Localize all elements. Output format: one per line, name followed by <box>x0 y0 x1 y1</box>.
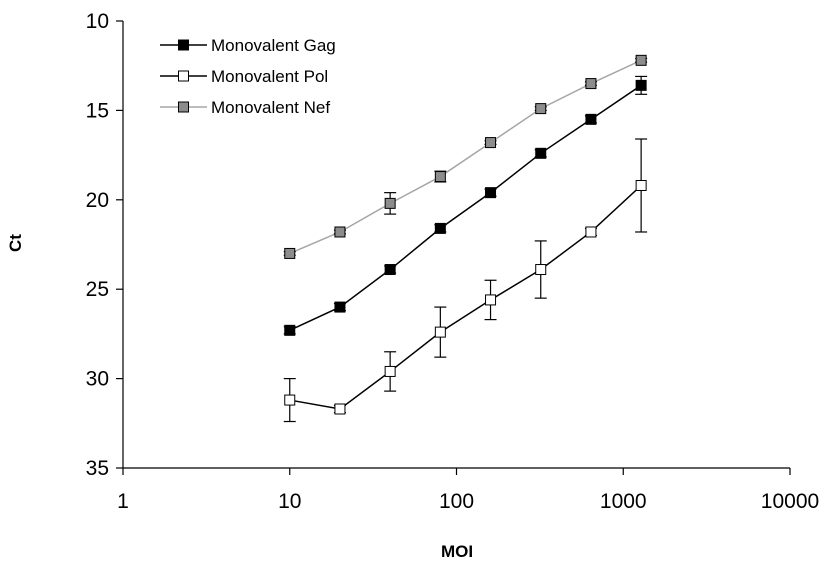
data-point <box>635 54 647 66</box>
data-point <box>535 147 547 159</box>
data-point <box>635 179 647 191</box>
axes <box>122 21 790 469</box>
series-monovalent-nef <box>283 54 648 259</box>
data-point <box>585 78 597 90</box>
legend-item: Monovalent Gag <box>160 36 336 55</box>
plot-area <box>283 54 648 423</box>
legend-item: Monovalent Nef <box>160 98 330 117</box>
data-point <box>334 226 346 238</box>
data-point <box>384 197 396 209</box>
data-point <box>284 324 296 336</box>
legend-swatch-marker <box>178 101 189 113</box>
x-ticks: 1 10 100 1000 10000 <box>117 468 819 513</box>
x-tick-label: 10000 <box>761 490 819 513</box>
data-point <box>384 365 396 377</box>
legend-swatch-marker <box>178 39 189 51</box>
x-tick-label: 10 <box>278 490 301 513</box>
x-axis-title: MOI <box>441 542 473 561</box>
data-point <box>535 264 547 276</box>
series-line <box>289 84 642 332</box>
data-point <box>485 137 497 149</box>
legend-swatch-marker <box>178 70 189 82</box>
y-tick-label: 35 <box>86 457 109 480</box>
legend-label: Monovalent Pol <box>211 67 328 86</box>
data-point <box>434 326 446 338</box>
x-tick-label: 100 <box>439 490 474 513</box>
legend-label: Monovalent Nef <box>211 98 330 117</box>
x-tick-label: 1 <box>117 490 129 513</box>
legend-label: Monovalent Gag <box>211 36 336 55</box>
y-tick-label: 30 <box>86 368 109 391</box>
data-point <box>585 113 597 125</box>
y-tick-label: 10 <box>86 10 109 33</box>
data-point <box>334 301 346 313</box>
series-monovalent-gag <box>283 75 648 336</box>
y-tick-label: 20 <box>86 189 109 212</box>
data-point <box>535 103 547 115</box>
data-point <box>284 247 296 259</box>
data-point <box>635 79 647 91</box>
data-point <box>434 222 446 234</box>
y-axis-title: Ct <box>6 234 25 252</box>
y-tick-label: 15 <box>86 99 109 122</box>
data-point <box>284 394 296 406</box>
series-monovalent-pol <box>283 138 648 423</box>
data-point <box>434 171 446 183</box>
data-point <box>485 294 497 306</box>
data-point <box>384 264 396 276</box>
y-ticks: 10 15 20 25 30 35 <box>86 10 123 480</box>
legend-item: Monovalent Pol <box>160 67 328 86</box>
y-tick-label: 25 <box>86 278 109 301</box>
x-tick-label: 1000 <box>600 490 647 513</box>
series-line <box>289 184 642 410</box>
legend: Monovalent Gag Monovalent Pol Monovalent N… <box>160 36 336 117</box>
data-point <box>585 226 597 238</box>
data-point <box>334 403 346 415</box>
series-line <box>289 59 642 255</box>
data-point <box>485 187 497 199</box>
